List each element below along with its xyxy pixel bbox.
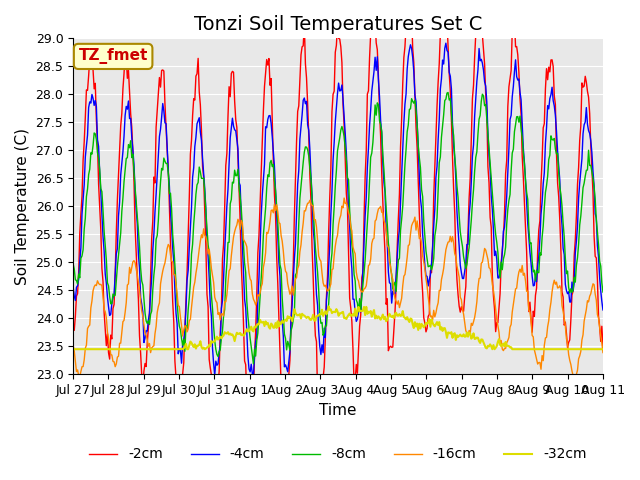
-4cm [392, 272, 400, 277]
Legend: -2cm, -4cm, -8cm, -16cm, -32cm: -2cm, -4cm, -8cm, -16cm, -32cm [84, 442, 592, 467]
Y-axis label: Soil Temperature (C): Soil Temperature (C) [15, 128, 30, 285]
Title: Tonzi Soil Temperatures Set C: Tonzi Soil Temperatures Set C [194, 15, 482, 34]
X-axis label: Time: Time [319, 403, 356, 418]
-4cm [599, 307, 607, 313]
Line: -4cm: -4cm [73, 43, 603, 375]
-2cm [294, 108, 301, 114]
-8cm [294, 252, 301, 257]
-8cm [461, 260, 468, 265]
-4cm [294, 181, 301, 187]
-2cm [367, 31, 374, 36]
-8cm [599, 289, 607, 295]
-32cm [552, 346, 559, 352]
Line: -8cm: -8cm [73, 93, 603, 364]
-16cm [553, 279, 561, 285]
Line: -32cm: -32cm [73, 306, 603, 349]
-16cm [368, 240, 376, 246]
-4cm [236, 180, 243, 185]
-8cm [69, 261, 77, 267]
-16cm [461, 319, 468, 325]
-16cm [394, 301, 401, 307]
Line: -16cm: -16cm [73, 198, 603, 376]
-16cm [236, 219, 243, 225]
-16cm [76, 373, 84, 379]
-8cm [392, 288, 400, 294]
-2cm [599, 343, 607, 348]
Text: TZ_fmet: TZ_fmet [79, 48, 148, 64]
-16cm [294, 265, 301, 271]
-32cm [367, 308, 374, 314]
-8cm [553, 151, 561, 157]
-2cm [234, 154, 242, 160]
-32cm [234, 331, 242, 337]
-8cm [250, 361, 257, 367]
-2cm [404, 0, 412, 1]
-2cm [461, 294, 468, 300]
-32cm [292, 312, 300, 318]
-4cm [461, 269, 468, 275]
-4cm [553, 128, 561, 134]
-2cm [69, 324, 77, 330]
-8cm [367, 154, 374, 160]
-16cm [340, 195, 348, 201]
-32cm [460, 332, 467, 337]
-8cm [234, 167, 242, 172]
-2cm [392, 285, 400, 290]
-8cm [444, 90, 452, 96]
Line: -2cm: -2cm [73, 0, 603, 432]
-32cm [599, 346, 607, 352]
-2cm [246, 430, 254, 435]
-4cm [69, 284, 77, 289]
-32cm [69, 346, 77, 352]
-4cm [211, 372, 219, 378]
-4cm [367, 107, 374, 113]
-16cm [599, 349, 607, 355]
-4cm [442, 40, 450, 46]
-16cm [69, 342, 77, 348]
-32cm [392, 310, 400, 316]
-32cm [325, 303, 333, 309]
-2cm [553, 151, 561, 157]
